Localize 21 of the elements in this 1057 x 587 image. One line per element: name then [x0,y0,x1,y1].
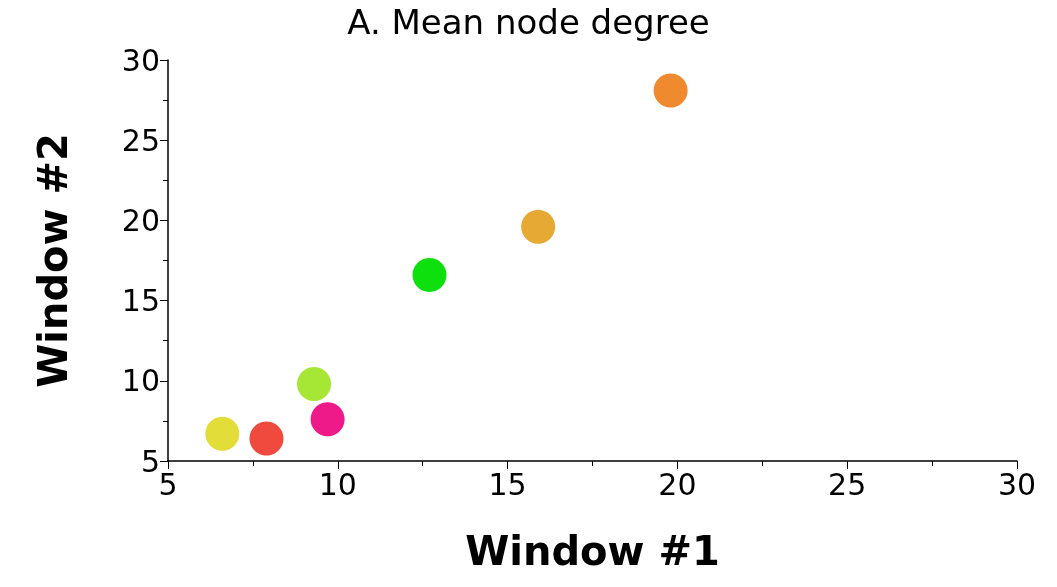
y-axis-title: Window #2 [30,133,76,388]
y-tick-label: 30 [121,42,160,78]
point [521,209,556,244]
point [310,402,345,437]
point [653,73,688,108]
y-tick-label: 5 [140,443,160,479]
y-tick-label: 10 [121,363,160,399]
y-tick-label: 25 [121,122,160,158]
x-tick-label: 25 [828,466,867,502]
point [249,421,284,456]
y-tick-label: 20 [121,202,160,238]
point [412,257,447,292]
x-axis-title: Window #1 [465,528,720,574]
chart-title: A. Mean node degree [347,2,710,42]
point [297,367,332,401]
x-tick-label: 10 [318,466,357,502]
y-tick-label: 15 [121,283,160,319]
point [205,416,240,451]
x-tick-label: 20 [658,466,697,502]
x-tick-label: 30 [997,466,1037,502]
x-tick-label: 15 [488,466,527,502]
